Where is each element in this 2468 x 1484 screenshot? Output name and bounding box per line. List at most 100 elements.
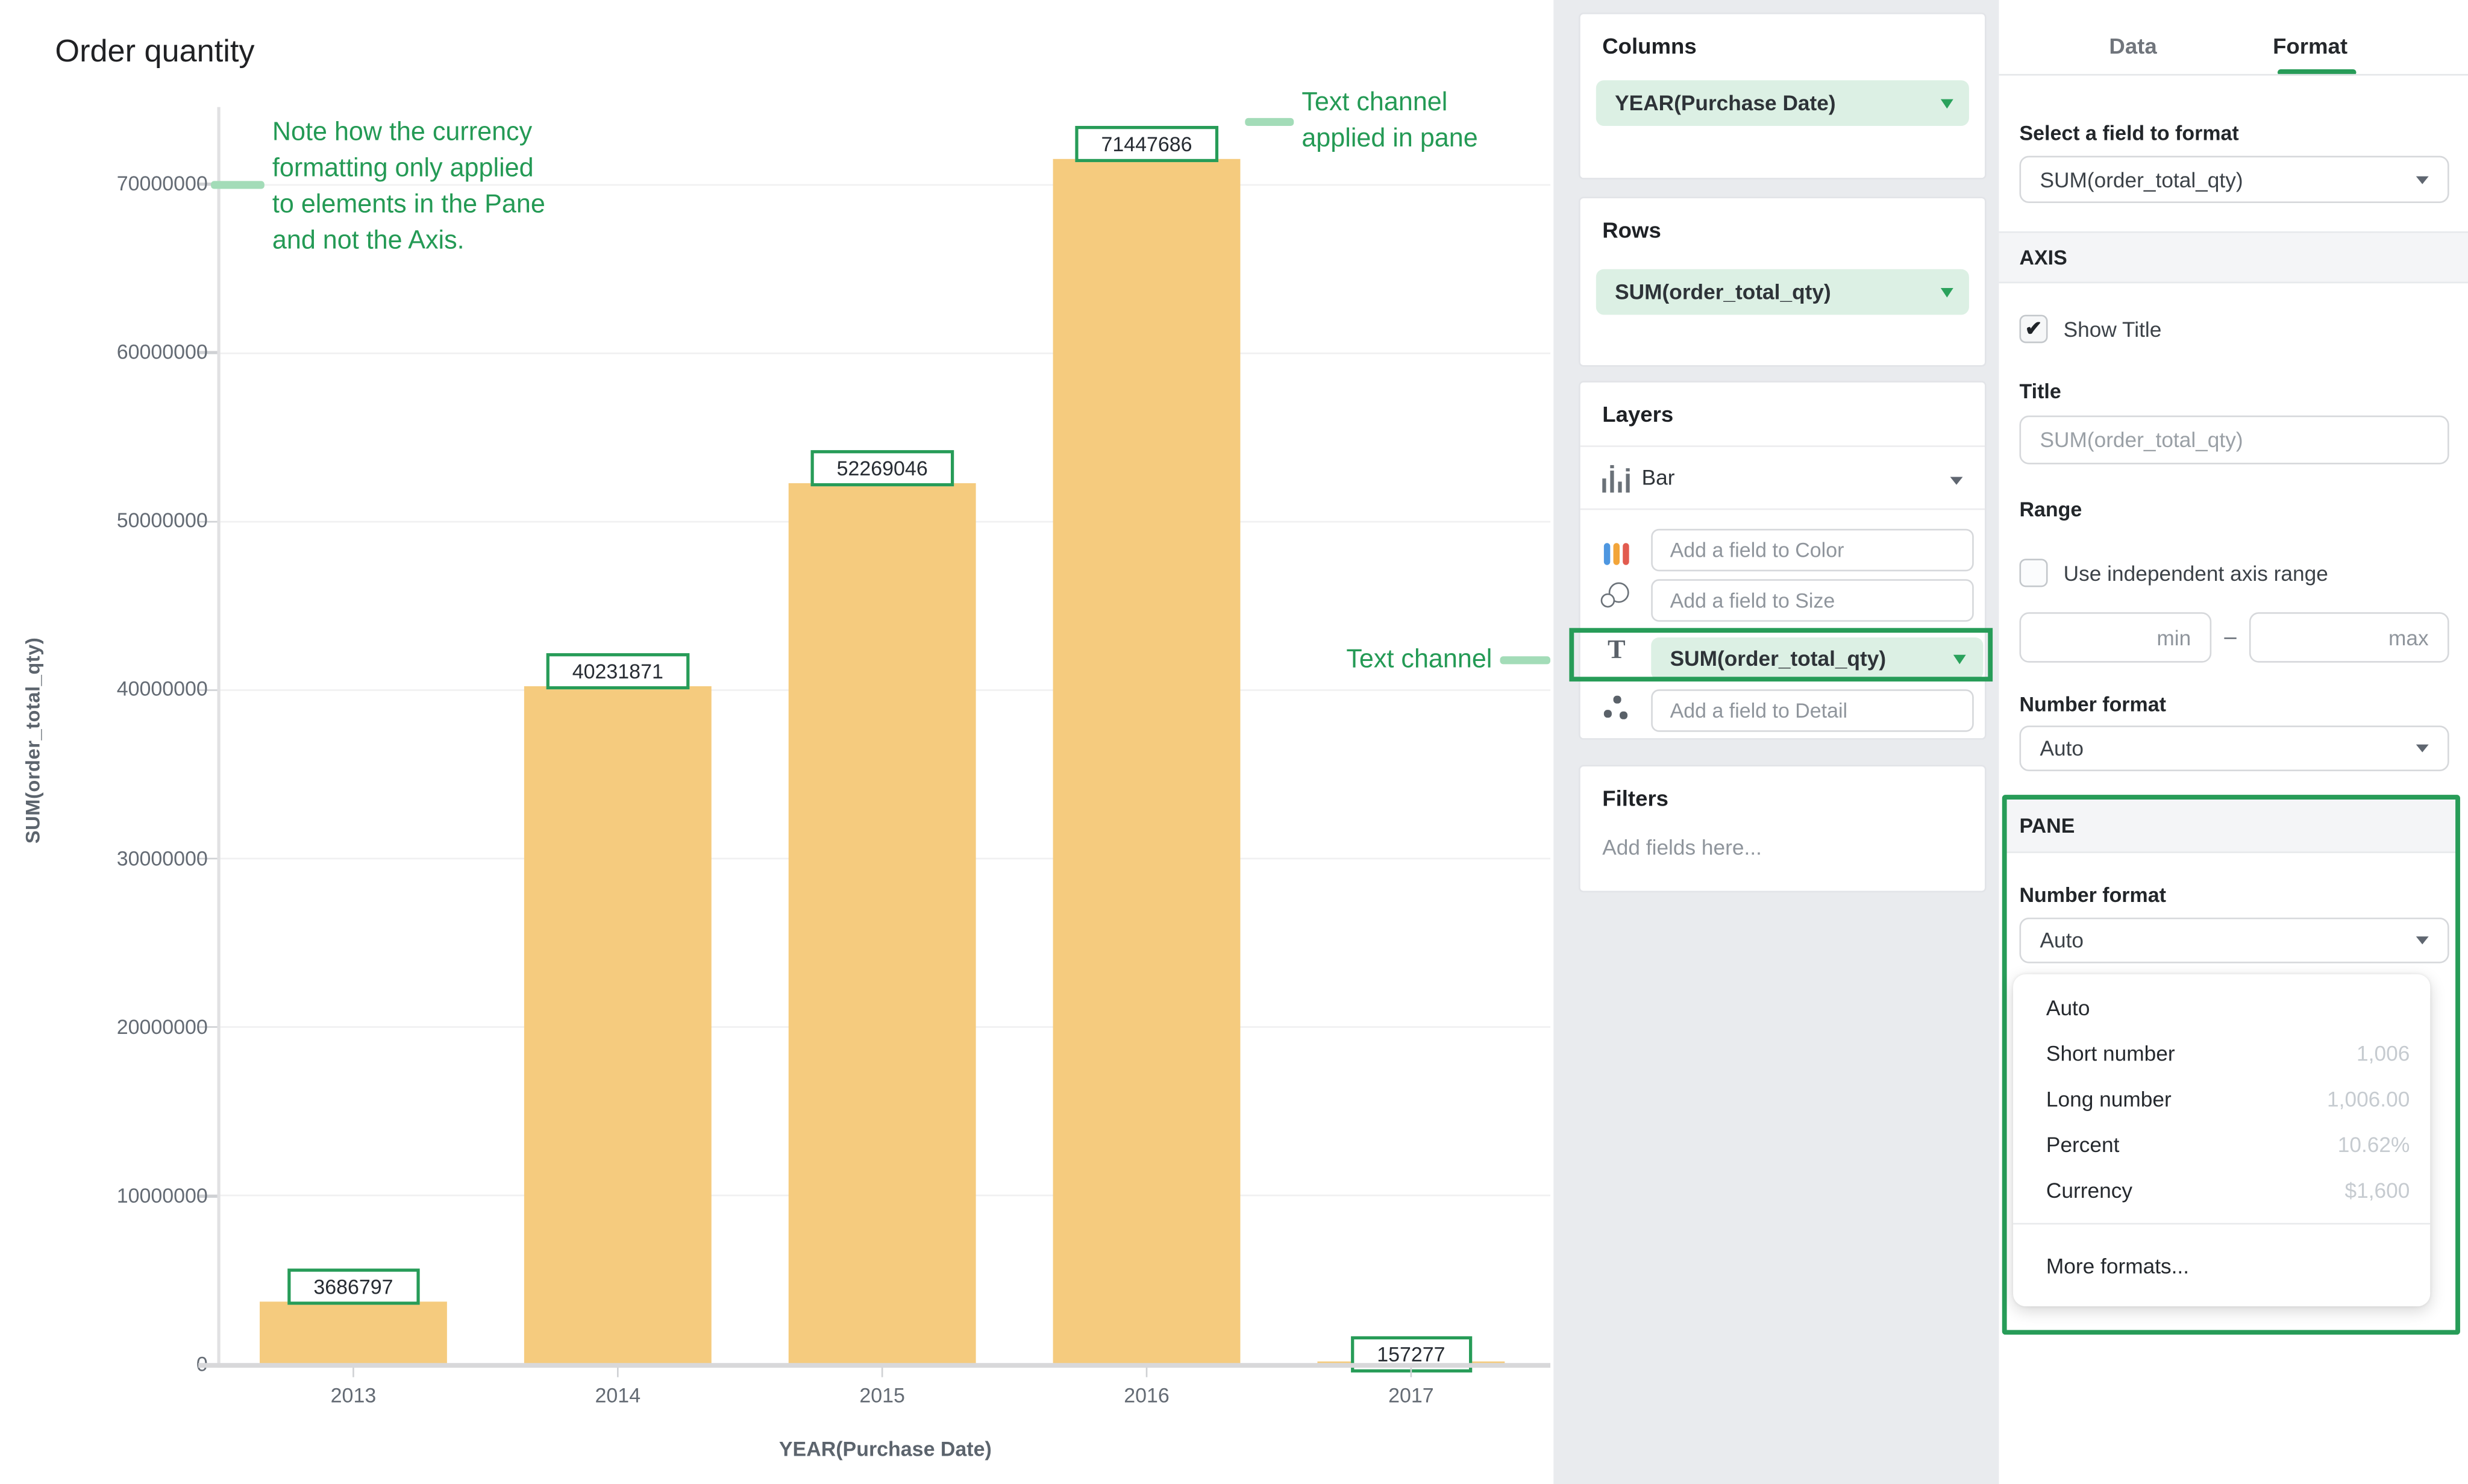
detail-channel-icon (1601, 694, 1632, 725)
x-axis-tick (1145, 1368, 1148, 1377)
text-channel-field-label: SUM(order_total_qty) (1670, 647, 1887, 671)
x-tick-label-2017: 2017 (1388, 1383, 1434, 1407)
chevron-down-icon[interactable] (2416, 744, 2429, 753)
axis-title-input[interactable] (2019, 415, 2449, 465)
show-title-checkbox[interactable]: ✔ (2019, 315, 2048, 343)
menu-item-percent[interactable]: Percent 10.62% (2046, 1133, 2410, 1157)
columns-field-label: YEAR(Purchase Date) (1615, 91, 1836, 115)
field-to-format-label: Select a field to format (2019, 121, 2239, 145)
bar-2013[interactable] (260, 1302, 447, 1365)
columns-field-pill[interactable]: YEAR(Purchase Date) (1596, 80, 1969, 126)
y-axis-tick (198, 1194, 219, 1197)
y-tick-label: 70000000 (116, 171, 208, 195)
field-to-format-select[interactable]: SUM(order_total_qty) (2019, 155, 2449, 203)
y-tick-label: 10000000 (116, 1183, 208, 1207)
x-axis-tick (1409, 1368, 1412, 1377)
pane-section-highlight-box (2002, 795, 2460, 1335)
layers-shelf: Layers Bar (1579, 381, 1987, 740)
independent-range-label: Use independent axis range (2063, 562, 2328, 586)
y-tick-label: 20000000 (116, 1015, 208, 1039)
text-channel-highlight-box (1569, 628, 1993, 682)
range-max-input[interactable] (2249, 612, 2449, 663)
annotation-connector-70m (211, 181, 265, 189)
menu-item-auto[interactable]: Auto (2046, 996, 2090, 1020)
bar-2014[interactable] (524, 686, 712, 1365)
chevron-down-icon[interactable] (1950, 477, 1963, 485)
bar-value-label-2015: 52269046 (810, 450, 955, 487)
range-label: Range (2019, 497, 2082, 521)
axis-number-format-value: Auto (2040, 736, 2084, 760)
y-axis-tick (198, 520, 219, 523)
bar-2015[interactable] (788, 483, 976, 1365)
x-axis-title: YEAR(Purchase Date) (778, 1436, 992, 1461)
bar-value-label-2014: 40231871 (545, 653, 691, 689)
rows-field-label: SUM(order_total_qty) (1615, 280, 1831, 304)
bar-value-label-2013: 3686797 (286, 1269, 420, 1306)
filters-header: Filters (1602, 785, 1669, 811)
annotation-text-channel-applied: Text channel applied in pane (1301, 88, 1478, 153)
y-tick-label: 60000000 (116, 340, 208, 364)
y-axis-title: SUM(order_total_qty) (22, 636, 45, 843)
field-to-format-value: SUM(order_total_qty) (2040, 167, 2243, 192)
independent-range-checkbox[interactable] (2019, 559, 2048, 587)
menu-item-short-number[interactable]: Short number 1,006 (2046, 1042, 2410, 1066)
chevron-down-icon[interactable] (2416, 936, 2429, 945)
divider (1580, 445, 1985, 447)
show-title-label: Show Title (2063, 318, 2162, 342)
x-tick-label-2015: 2015 (859, 1383, 905, 1407)
detail-channel-input[interactable] (1651, 689, 1974, 732)
layer-type-label[interactable]: Bar (1641, 466, 1675, 490)
menu-item-long-number[interactable]: Long number 1,006.00 (2046, 1088, 2410, 1112)
y-axis-line (217, 107, 221, 1368)
color-channel-icon (1601, 534, 1632, 565)
number-format-menu: Auto Short number 1,006 Long number 1,006.00… (2013, 974, 2431, 1307)
text-channel-pill[interactable]: SUM(order_total_qty) (1651, 637, 1984, 680)
gridline (220, 352, 1551, 354)
y-axis-tick (198, 1026, 219, 1028)
size-channel-input[interactable] (1651, 579, 1974, 622)
text-channel-icon: T (1607, 634, 1626, 665)
chevron-down-icon[interactable] (1940, 99, 1953, 109)
chevron-down-icon[interactable] (1940, 288, 1953, 298)
bar-2016[interactable] (1053, 160, 1241, 1365)
x-axis-tick (352, 1368, 355, 1377)
filters-shelf: Filters Add fields here... (1579, 765, 1987, 893)
y-tick-label: 0 (54, 1352, 208, 1376)
range-min-input[interactable] (2019, 612, 2212, 663)
check-icon: ✔ (2025, 316, 2043, 340)
tab-data[interactable]: Data (2109, 33, 2157, 58)
menu-item-example: 1,006 (2357, 1042, 2410, 1066)
shelf-column: Columns YEAR(Purchase Date) Rows SUM(ord… (1553, 0, 1999, 1484)
annotation-note: Note how the currency formatting only ap… (272, 117, 545, 255)
pane-section-header: PANE (2006, 800, 2456, 853)
bar-value-label-2017: 157277 (1350, 1336, 1472, 1373)
menu-item-more-formats[interactable]: More formats... (2046, 1253, 2190, 1277)
axis-number-format-label: Number format (2019, 692, 2166, 716)
chevron-down-icon[interactable] (2416, 175, 2429, 184)
chevron-down-icon[interactable] (1953, 654, 1966, 665)
rows-field-pill[interactable]: SUM(order_total_qty) (1596, 269, 1969, 315)
tab-format[interactable]: Format (2273, 33, 2348, 58)
color-channel-input[interactable] (1651, 528, 1974, 572)
y-tick-label: 50000000 (116, 509, 208, 533)
divider (1580, 508, 1985, 510)
bar-value-label-2016: 71447686 (1074, 127, 1219, 163)
x-axis-tick (881, 1368, 884, 1377)
x-tick-label-2013: 2013 (330, 1383, 377, 1407)
x-tick-label-2014: 2014 (595, 1383, 641, 1407)
filters-dropzone[interactable]: Add fields here... (1602, 836, 1762, 860)
active-tab-indicator (2277, 69, 2357, 76)
menu-item-currency[interactable]: Currency $1,600 (2046, 1179, 2410, 1203)
format-panel: Data Format Select a field to format SUM… (1999, 0, 2468, 1484)
menu-item-example: $1,600 (2344, 1179, 2410, 1203)
y-tick-label: 40000000 (116, 677, 208, 701)
rows-header: Rows (1602, 217, 1661, 243)
axis-number-format-select[interactable]: Auto (2019, 725, 2449, 771)
x-tick-label-2016: 2016 (1124, 1383, 1170, 1407)
pane-number-format-select[interactable]: Auto (2019, 917, 2449, 963)
annotation-connector-pointer (1500, 656, 1551, 664)
annotation-text-channel-pointer: Text channel (1346, 645, 1492, 674)
chart-title: Order quantity (55, 34, 255, 69)
